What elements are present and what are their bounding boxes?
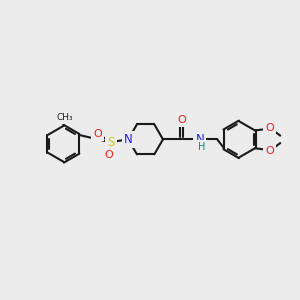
Text: N: N — [196, 133, 204, 146]
Text: H: H — [198, 142, 206, 152]
Text: O: O — [104, 150, 113, 160]
Text: O: O — [266, 123, 274, 133]
Text: O: O — [93, 129, 102, 139]
Text: O: O — [266, 146, 274, 156]
Text: N: N — [124, 133, 133, 146]
Text: S: S — [107, 136, 115, 149]
Text: N: N — [124, 133, 133, 146]
Text: O: O — [177, 115, 186, 125]
Text: CH₃: CH₃ — [56, 113, 73, 122]
